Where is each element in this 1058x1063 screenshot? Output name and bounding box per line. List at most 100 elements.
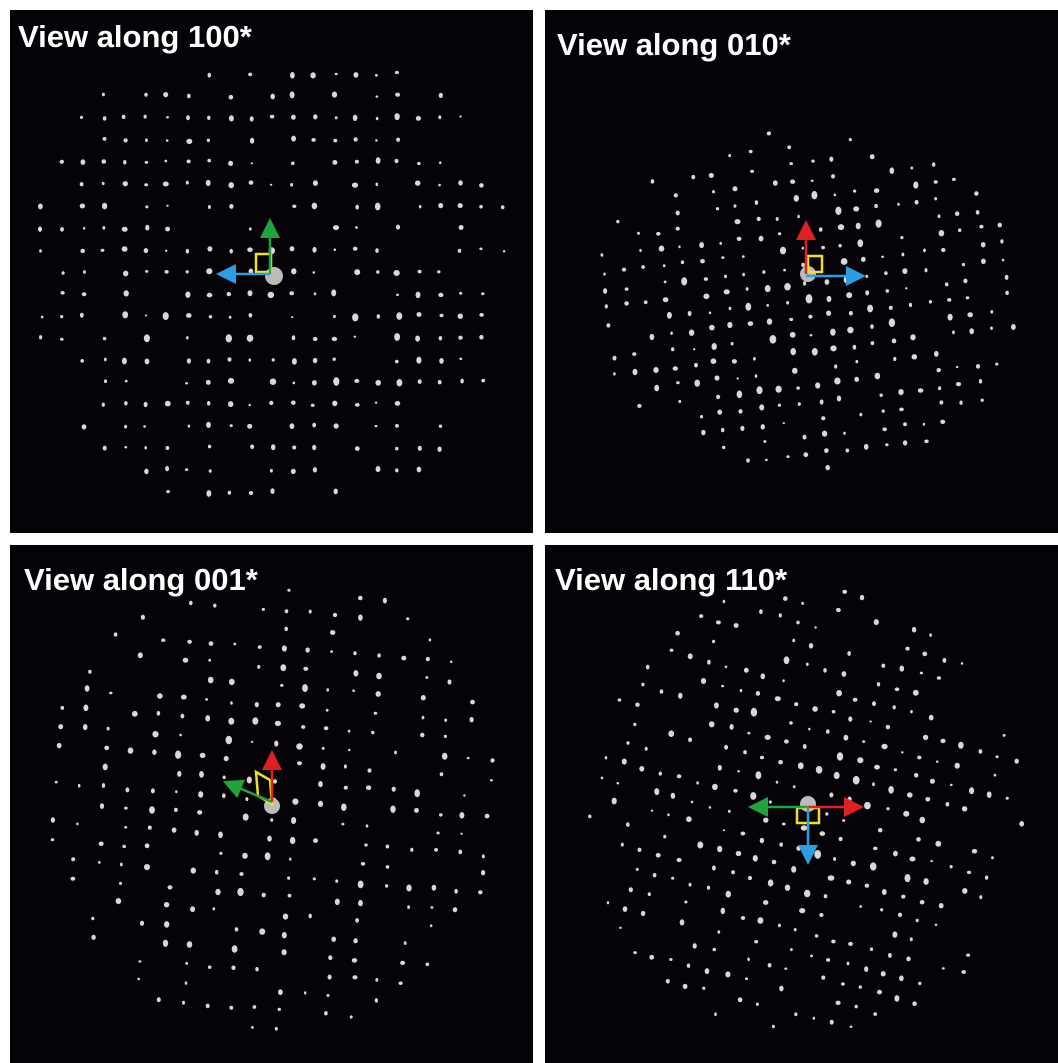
spot <box>249 491 253 495</box>
spot <box>85 685 90 691</box>
spot <box>124 425 127 429</box>
spot <box>942 967 945 969</box>
spot <box>940 739 945 743</box>
spot <box>208 966 212 969</box>
spot <box>376 157 381 164</box>
spot <box>618 698 622 701</box>
spot <box>103 764 108 771</box>
spot <box>186 270 189 273</box>
spot <box>410 848 413 852</box>
spot <box>269 401 273 405</box>
spot <box>716 620 721 624</box>
spot <box>354 336 357 338</box>
spot <box>145 315 147 317</box>
spot <box>893 851 898 857</box>
spot <box>290 837 296 844</box>
spot <box>905 287 907 289</box>
spot <box>836 690 842 696</box>
spot <box>874 204 878 208</box>
spot <box>835 207 841 215</box>
spot <box>432 885 437 891</box>
spot <box>729 307 732 311</box>
spot <box>864 444 869 450</box>
spot <box>394 333 400 341</box>
spot <box>438 184 441 187</box>
spot <box>962 888 967 894</box>
spot <box>124 290 129 296</box>
spot <box>815 382 820 388</box>
spot <box>846 449 850 453</box>
spot <box>737 377 739 379</box>
spot <box>458 180 463 185</box>
spot <box>60 315 63 318</box>
spot <box>327 994 330 997</box>
spot <box>282 949 287 955</box>
spot <box>816 766 823 774</box>
spot <box>629 887 633 892</box>
spot <box>832 710 836 713</box>
spot <box>963 279 967 284</box>
spot <box>645 747 648 751</box>
spot <box>749 150 753 154</box>
spot <box>712 640 715 644</box>
spot <box>804 890 810 897</box>
spot <box>605 304 608 308</box>
spot <box>842 819 845 822</box>
spot <box>796 386 800 389</box>
spot <box>417 312 422 317</box>
spot <box>330 630 335 635</box>
spot <box>603 273 605 276</box>
spot <box>939 230 945 236</box>
spot <box>182 1001 185 1005</box>
spot <box>215 870 218 875</box>
spot <box>737 770 740 772</box>
spot <box>124 401 127 405</box>
spot <box>353 670 358 676</box>
spot <box>124 807 128 810</box>
spot <box>440 772 444 776</box>
spot <box>437 270 440 273</box>
spot <box>962 263 965 266</box>
spot <box>934 180 938 183</box>
spot <box>766 304 769 307</box>
spot <box>206 380 211 385</box>
spot <box>352 958 357 963</box>
spot <box>721 256 724 259</box>
spot <box>994 774 997 777</box>
spot <box>778 232 781 235</box>
spot <box>741 916 745 920</box>
spot <box>808 728 810 731</box>
spot <box>776 217 779 221</box>
spot <box>103 137 107 141</box>
spot <box>969 787 974 794</box>
spot <box>326 688 329 691</box>
spot <box>355 205 359 210</box>
spot <box>715 375 720 380</box>
spot <box>753 357 756 361</box>
spot <box>396 225 400 230</box>
spot <box>331 937 336 942</box>
spot <box>857 757 863 763</box>
spot <box>853 190 856 193</box>
spot <box>262 893 266 898</box>
spot <box>856 223 861 230</box>
spot <box>765 285 771 292</box>
spot <box>91 935 95 940</box>
spot <box>208 205 211 209</box>
spot <box>227 292 231 296</box>
spot <box>80 313 84 318</box>
spot <box>920 900 925 904</box>
spot <box>693 348 695 350</box>
spot <box>917 756 921 760</box>
spot <box>910 857 916 862</box>
spot <box>932 162 935 166</box>
spot <box>165 270 169 274</box>
spot <box>874 619 879 625</box>
spot <box>355 918 359 923</box>
spot <box>186 401 190 405</box>
spot <box>748 876 752 880</box>
spot <box>303 667 308 671</box>
spot <box>82 424 87 429</box>
spot <box>786 301 789 305</box>
spot <box>458 249 462 253</box>
